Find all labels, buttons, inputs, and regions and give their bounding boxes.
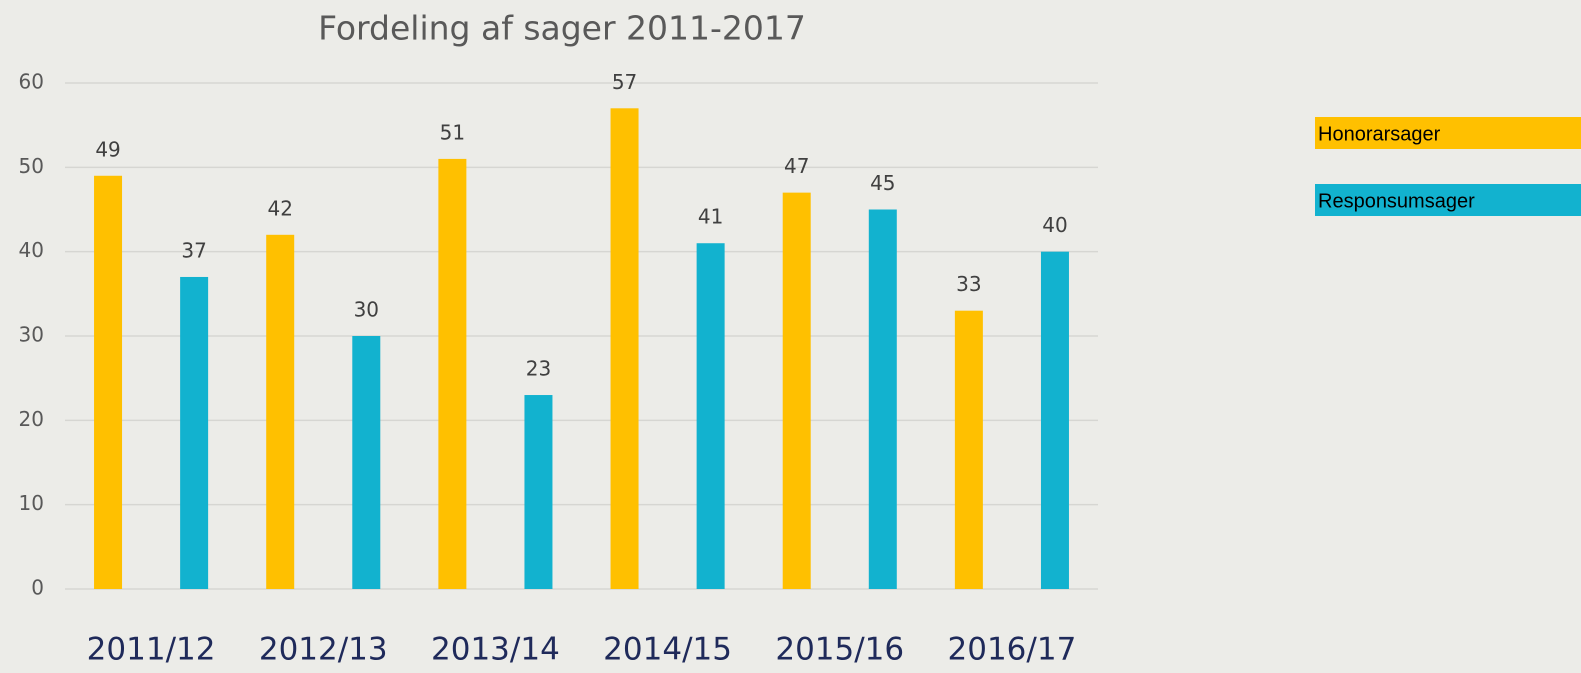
bar xyxy=(868,209,897,589)
bar xyxy=(782,192,811,589)
y-tick-label: 40 xyxy=(19,238,44,262)
x-tick-label: 2013/14 xyxy=(431,632,560,668)
legend-label: Honorarsager xyxy=(1318,123,1441,145)
bar xyxy=(180,276,209,589)
data-label: 49 xyxy=(95,137,120,161)
y-tick-label: 30 xyxy=(19,323,44,347)
data-label: 30 xyxy=(354,298,379,322)
bar xyxy=(438,158,467,589)
bar xyxy=(954,310,983,589)
x-tick-label: 2012/13 xyxy=(259,632,388,668)
data-label: 33 xyxy=(956,272,981,296)
data-label: 23 xyxy=(526,357,551,381)
x-tick-label: 2015/16 xyxy=(775,632,904,668)
data-label: 47 xyxy=(784,154,809,178)
y-tick-label: 0 xyxy=(31,576,44,600)
bar xyxy=(524,395,553,589)
y-tick-label: 50 xyxy=(19,154,44,178)
data-label: 45 xyxy=(870,171,895,195)
bar xyxy=(696,243,725,589)
legend-swatch xyxy=(1315,184,1581,216)
data-label: 40 xyxy=(1042,213,1067,237)
y-tick-label: 10 xyxy=(19,491,44,515)
y-tick-label: 60 xyxy=(19,70,44,94)
bar xyxy=(610,108,639,590)
x-tick-label: 2014/15 xyxy=(603,632,732,668)
bar xyxy=(266,234,295,590)
y-tick-label: 20 xyxy=(19,407,44,431)
data-label: 41 xyxy=(698,205,723,229)
x-tick-label: 2016/17 xyxy=(948,632,1077,668)
legend-swatch xyxy=(1315,117,1581,149)
bar xyxy=(1040,251,1069,589)
data-label: 42 xyxy=(267,196,292,220)
data-label: 37 xyxy=(181,238,206,262)
bar xyxy=(352,336,381,589)
data-label: 57 xyxy=(612,70,637,94)
data-label: 51 xyxy=(440,120,465,144)
x-tick-label: 2011/12 xyxy=(87,632,216,668)
chart-title: Fordeling af sager 2011-2017 xyxy=(318,9,806,48)
bar xyxy=(94,175,123,589)
legend-label: Responsumsager xyxy=(1318,190,1475,212)
